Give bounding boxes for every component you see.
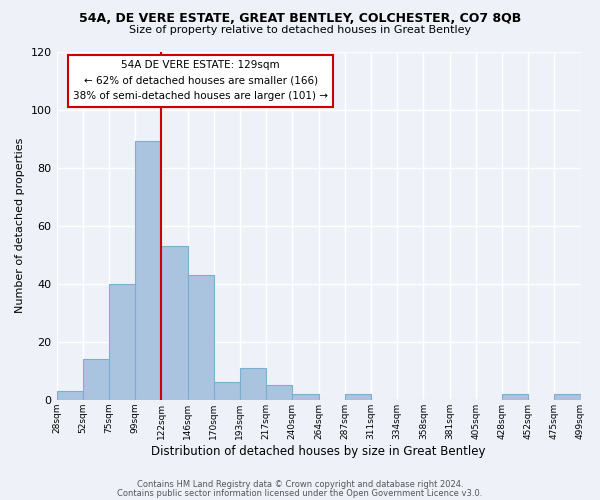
Text: 54A DE VERE ESTATE: 129sqm
← 62% of detached houses are smaller (166)
38% of sem: 54A DE VERE ESTATE: 129sqm ← 62% of deta… bbox=[73, 60, 328, 102]
Bar bbox=[502, 394, 528, 400]
Bar bbox=[345, 394, 371, 400]
Text: Contains HM Land Registry data © Crown copyright and database right 2024.: Contains HM Land Registry data © Crown c… bbox=[137, 480, 463, 489]
Text: Contains public sector information licensed under the Open Government Licence v3: Contains public sector information licen… bbox=[118, 488, 482, 498]
X-axis label: Distribution of detached houses by size in Great Bentley: Distribution of detached houses by size … bbox=[151, 444, 486, 458]
Bar bbox=[161, 246, 188, 400]
Bar bbox=[109, 284, 135, 400]
Y-axis label: Number of detached properties: Number of detached properties bbox=[15, 138, 25, 314]
Bar bbox=[83, 359, 109, 400]
Bar bbox=[240, 368, 266, 400]
Text: 54A, DE VERE ESTATE, GREAT BENTLEY, COLCHESTER, CO7 8QB: 54A, DE VERE ESTATE, GREAT BENTLEY, COLC… bbox=[79, 12, 521, 26]
Bar bbox=[214, 382, 240, 400]
Bar bbox=[292, 394, 319, 400]
Bar bbox=[188, 275, 214, 400]
Bar bbox=[554, 394, 581, 400]
Bar bbox=[135, 142, 161, 400]
Text: Size of property relative to detached houses in Great Bentley: Size of property relative to detached ho… bbox=[129, 25, 471, 35]
Bar bbox=[56, 391, 83, 400]
Bar bbox=[266, 386, 292, 400]
